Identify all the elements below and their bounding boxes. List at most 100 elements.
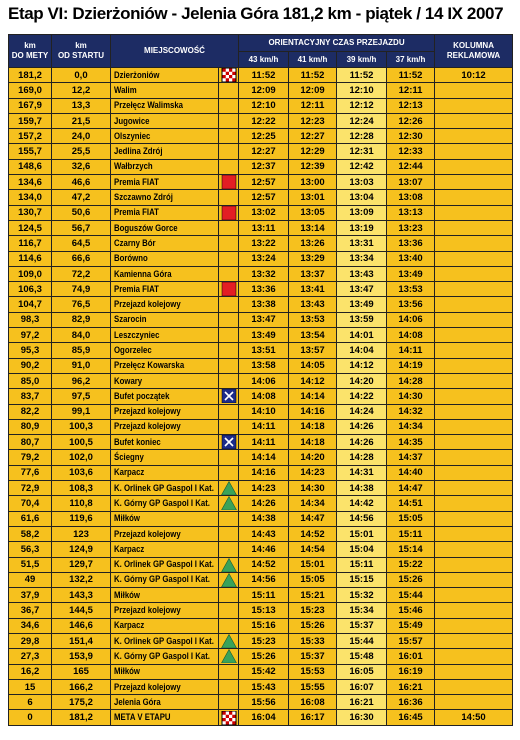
- row: 124,5 56,7 Boguszów Gorce 13:11 13:14 13:19 13…: [8, 219, 514, 237]
- header-text: KOLUMNA: [453, 41, 494, 50]
- km-from-start: 46,6: [51, 174, 111, 191]
- time: 16:07: [336, 678, 387, 696]
- time: 13:01: [288, 189, 337, 206]
- time: 13:49: [238, 327, 289, 344]
- km-from-start: 0,0: [51, 66, 111, 84]
- time: 15:01: [336, 525, 387, 543]
- row: 130,7 50,6 Premia FIAT 13:02 13:05 13:09 13:13: [8, 204, 514, 221]
- time: 13:40: [385, 250, 436, 267]
- row: 80,9 100,3 Przejazd kolejowy 14:11 14:18 14:2…: [8, 418, 514, 436]
- time: 14:28: [336, 449, 387, 466]
- place: Karpacz: [110, 464, 219, 482]
- time: 13:54: [288, 327, 337, 344]
- ad-column-time: [434, 311, 514, 329]
- place: Ściegny: [110, 449, 219, 466]
- km-from-start: 97,5: [51, 388, 111, 405]
- time: 15:56: [238, 694, 289, 711]
- time: 12:24: [336, 112, 387, 130]
- time: 12:10: [238, 97, 289, 114]
- header-text: REKLAMOWA: [446, 51, 501, 60]
- km-from-start: 124,9: [51, 541, 111, 558]
- row: 82,2 99,1 Przejazd kolejowy 14:10 14:16 14:24…: [8, 403, 514, 420]
- time: 15:01: [288, 556, 337, 573]
- icon: [220, 634, 237, 648]
- header-speed: 39 km/h: [336, 51, 387, 68]
- ad-column-time: [434, 403, 514, 420]
- icon-cell: [218, 678, 239, 696]
- header-speed: 37 km/h: [385, 51, 436, 68]
- time: 14:30: [288, 480, 337, 497]
- icon-cell: [218, 495, 239, 512]
- place: Ogorzelec: [110, 342, 219, 359]
- row: 51,5 129,7 K. Orlinek GP Gaspol I Kat. 14:5…: [8, 556, 514, 573]
- time: 14:20: [336, 372, 387, 390]
- time: 13:43: [288, 296, 337, 313]
- km-to-finish: 159,7: [8, 112, 52, 130]
- time: 14:22: [336, 388, 387, 405]
- km-from-start: 24,0: [51, 128, 111, 145]
- place-name: Premia FIAT: [114, 283, 159, 295]
- rows: 181,2 0,0 Dzierżoniów 11:52 11:52 11:52 11:52 1…: [8, 66, 514, 726]
- km-to-finish: 95,3: [8, 342, 52, 359]
- time: 12:57: [238, 189, 289, 206]
- row: 114,6 66,6 Borówno 13:24 13:29 13:34 13:40: [8, 250, 514, 267]
- icon-cell: [218, 250, 239, 267]
- icon: [220, 481, 237, 495]
- ad-column-time: [434, 97, 514, 114]
- time: 14:38: [336, 480, 387, 497]
- row: 155,7 25,5 Jedlina Zdrój 12:27 12:29 12:31 12:…: [8, 143, 514, 160]
- time: 14:19: [385, 357, 436, 374]
- time: 14:56: [238, 571, 289, 589]
- icon-cell: [218, 372, 239, 390]
- time: 14:08: [385, 327, 436, 344]
- place: Miłków: [110, 510, 219, 527]
- ad-column-time: [434, 571, 514, 589]
- place: Jedlina Zdrój: [110, 143, 219, 160]
- header-speed: 43 km/h: [238, 51, 289, 68]
- time: 13:53: [385, 281, 436, 298]
- km-from-start: 50,6: [51, 204, 111, 221]
- time: 13:03: [336, 174, 387, 191]
- place: K. Orlinek GP Gaspol I Kat.: [110, 632, 219, 650]
- icon-cell: [218, 587, 239, 604]
- time: 14:23: [238, 480, 289, 497]
- time: 12:39: [288, 158, 337, 176]
- time: 13:58: [238, 357, 289, 374]
- time: 14:23: [288, 464, 337, 482]
- time: 13:08: [385, 189, 436, 206]
- time: 11:52: [288, 66, 337, 84]
- time: 14:47: [288, 510, 337, 527]
- place: Wałbrzych: [110, 158, 219, 176]
- place: K. Orlinek GP Gaspol I Kat.: [110, 556, 219, 573]
- time: 12:23: [288, 112, 337, 130]
- icon-cell: [218, 281, 239, 298]
- place: Przejazd kolejowy: [110, 525, 219, 543]
- row: 159,7 21,5 Jugowice 12:22 12:23 12:24 12:26: [8, 112, 514, 130]
- time: 14:06: [385, 311, 436, 329]
- time: 15:44: [336, 632, 387, 650]
- ad-column-time: [434, 464, 514, 482]
- km-to-finish: 157,2: [8, 128, 52, 145]
- icon: [221, 710, 236, 725]
- icon-cell: [218, 82, 239, 99]
- km-to-finish: 134,6: [8, 174, 52, 191]
- time: 13:36: [385, 235, 436, 252]
- header-to-finish: km DO METY: [8, 34, 52, 68]
- place-name: Przejazd kolejowy: [114, 605, 181, 617]
- place-name: Przejazd kolejowy: [114, 681, 181, 693]
- icon-cell: [218, 464, 239, 482]
- row: 77,6 103,6 Karpacz 14:16 14:23 14:31 14:40: [8, 464, 514, 482]
- ad-column-time: [434, 602, 514, 619]
- km-to-finish: 51,5: [8, 556, 52, 573]
- icon-cell: [218, 388, 239, 405]
- ad-column-time: [434, 143, 514, 160]
- place: Przełęcz Walimska: [110, 97, 219, 114]
- place: Bufet początek: [110, 388, 219, 405]
- time: 14:52: [288, 525, 337, 543]
- place-name: Karpacz: [114, 620, 145, 632]
- time: 14:01: [336, 327, 387, 344]
- km-from-start: 143,3: [51, 587, 111, 604]
- time: 16:17: [288, 709, 337, 726]
- km-to-finish: 79,2: [8, 449, 52, 466]
- place-name: K. Orlinek GP Gaspol I Kat.: [114, 559, 214, 571]
